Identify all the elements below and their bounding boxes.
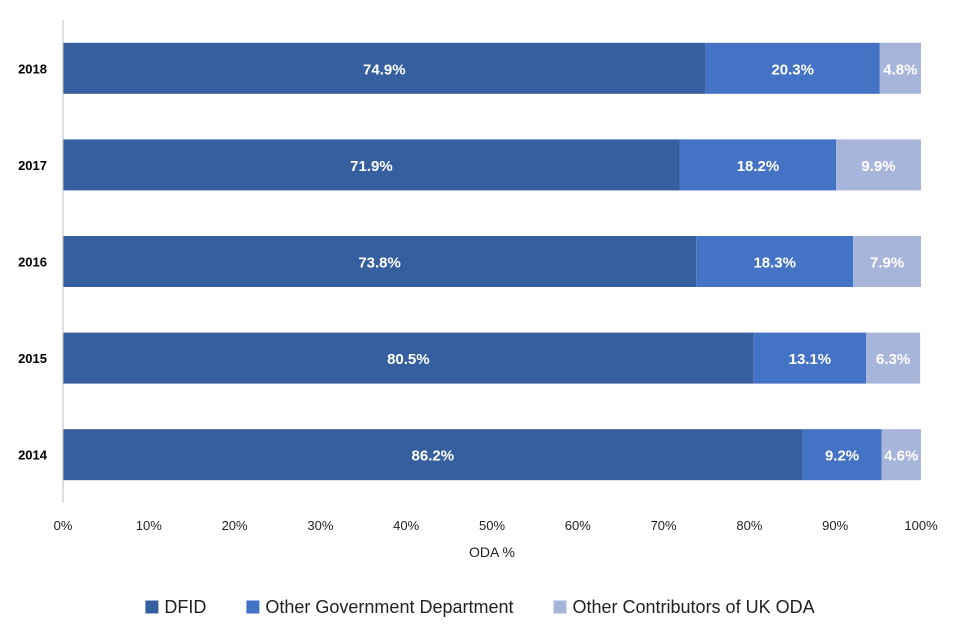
- x-tick-label: 60%: [565, 518, 591, 533]
- x-tick-label: 90%: [822, 518, 848, 533]
- legend-label: DFID: [164, 597, 206, 617]
- bar-segment: [63, 236, 697, 287]
- legend-swatch: [246, 600, 260, 614]
- bar-segment: [853, 236, 921, 287]
- legend-item: Other Government Department: [246, 597, 514, 617]
- x-tick-label: 40%: [393, 518, 419, 533]
- data-label: 73.8%: [358, 255, 401, 272]
- x-tick-label: 100%: [904, 518, 938, 533]
- category-label: 2016: [18, 255, 47, 270]
- category-labels: 2018 2017 2016 2015 2014: [18, 61, 48, 462]
- category-label: 2017: [18, 158, 47, 173]
- bar-segment: [696, 236, 854, 287]
- data-label: 80.5%: [387, 351, 430, 368]
- data-label: 7.9%: [870, 255, 904, 272]
- data-label: 13.1%: [789, 351, 832, 368]
- data-label: 74.9%: [363, 61, 406, 78]
- bar-segment: [753, 332, 867, 384]
- data-label: 9.9%: [861, 158, 895, 175]
- bar-segment: [836, 139, 921, 191]
- bar-segment: [802, 429, 882, 481]
- legend-swatch: [553, 600, 567, 614]
- x-tick-label: 80%: [736, 518, 762, 533]
- bar-segment: [879, 42, 921, 94]
- data-label: 20.3%: [771, 61, 814, 78]
- bar-segment: [63, 139, 680, 191]
- data-label: 6.3%: [876, 351, 910, 368]
- legend-item: DFID: [145, 597, 206, 617]
- bar-segment: [866, 332, 921, 384]
- x-tick-label: 30%: [307, 518, 333, 533]
- x-tick-label: 10%: [136, 518, 162, 533]
- legend: DFID Other Government Department Other Con…: [145, 597, 815, 617]
- x-tick-label: 0%: [54, 518, 73, 533]
- bar-segment: [63, 429, 803, 481]
- data-label: 9.2%: [825, 448, 859, 465]
- category-label: 2015: [18, 351, 47, 366]
- x-axis-title: ODA %: [469, 544, 515, 560]
- bar-segment: [679, 139, 837, 191]
- bar-segment: [705, 42, 880, 94]
- data-label: 4.6%: [884, 448, 918, 465]
- x-axis-ticks: 0% 10% 20% 30% 40% 50% 60% 70% 80% 90% 100%: [54, 518, 938, 533]
- legend-swatch: [145, 600, 159, 614]
- x-tick-label: 70%: [651, 518, 677, 533]
- category-label: 2018: [18, 61, 47, 76]
- data-label: 18.3%: [753, 255, 796, 272]
- x-tick-label: 20%: [222, 518, 248, 533]
- data-label: 71.9%: [350, 158, 393, 175]
- data-label: 18.2%: [737, 158, 780, 175]
- bar-segment: [63, 42, 706, 94]
- bar-segment: [881, 429, 921, 481]
- category-label: 2014: [18, 448, 48, 463]
- bar-area: 74.9% 20.3% 4.8% 71.9% 18.2% 9.9% 73.8% 18.3% 7.…: [63, 42, 921, 481]
- x-tick-label: 50%: [479, 518, 505, 533]
- legend-label: Other Contributors of UK ODA: [573, 597, 815, 617]
- bar-segment: [63, 332, 754, 384]
- data-label: 4.8%: [883, 61, 917, 78]
- legend-label: Other Government Department: [265, 597, 513, 617]
- data-label: 86.2%: [412, 448, 455, 465]
- legend-item: Other Contributors of UK ODA: [553, 597, 815, 617]
